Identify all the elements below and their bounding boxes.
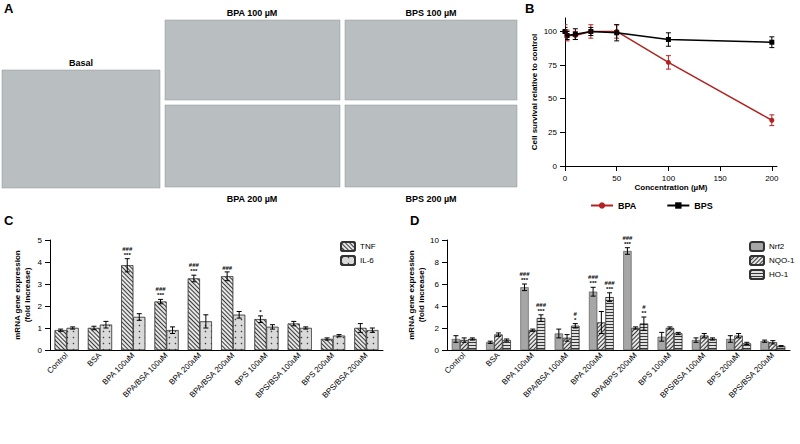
svg-text:50: 50 xyxy=(548,94,557,103)
svg-text:BPA 100uM: BPA 100uM xyxy=(101,351,137,387)
svg-text:4: 4 xyxy=(38,258,43,267)
svg-text:***: *** xyxy=(124,252,132,258)
svg-text:BPA/BSA 100uM: BPA/BSA 100uM xyxy=(121,351,170,400)
svg-text:*: * xyxy=(259,309,262,315)
svg-text:10: 10 xyxy=(430,236,439,245)
svg-text:###: ### xyxy=(222,265,233,271)
svg-text:150: 150 xyxy=(713,174,727,183)
svg-text:(fold increase): (fold increase) xyxy=(23,267,32,322)
svg-text:BPS 100uM: BPS 100uM xyxy=(233,350,270,388)
svg-text:mRNA gene expression: mRNA gene expression xyxy=(13,250,22,340)
svg-text:3: 3 xyxy=(38,280,43,289)
svg-text:BPA 200uM: BPA 200uM xyxy=(569,351,605,387)
svg-text:50: 50 xyxy=(612,174,621,183)
svg-text:BPA 200uM: BPA 200uM xyxy=(167,351,203,387)
svg-text:***: *** xyxy=(606,286,614,292)
svg-text:2: 2 xyxy=(435,324,440,333)
svg-text:4: 4 xyxy=(435,302,440,311)
svg-text:***: *** xyxy=(190,268,198,274)
svg-text:Concentration (µM): Concentration (µM) xyxy=(634,183,707,192)
svg-text:C: C xyxy=(4,213,14,228)
svg-text:2: 2 xyxy=(38,302,43,311)
svg-text:BPS 200 µM: BPS 200 µM xyxy=(405,194,456,204)
svg-text:BPS 100uM: BPS 100uM xyxy=(637,351,673,387)
svg-text:6: 6 xyxy=(435,280,440,289)
svg-text:0: 0 xyxy=(563,174,568,183)
svg-text:BPS/BSA 200uM: BPS/BSA 200uM xyxy=(727,351,776,400)
svg-text:BPA/BSA 100uM: BPA/BSA 100uM xyxy=(522,351,571,400)
svg-text:***: *** xyxy=(157,292,165,298)
svg-text:BPA 100uM: BPA 100uM xyxy=(500,351,536,387)
svg-text:0: 0 xyxy=(553,162,558,171)
svg-text:Basal: Basal xyxy=(69,58,93,68)
svg-text:*: * xyxy=(574,317,577,323)
svg-text:5: 5 xyxy=(38,236,43,245)
svg-text:***: *** xyxy=(624,241,632,247)
svg-text:8: 8 xyxy=(435,258,440,267)
svg-text:25: 25 xyxy=(548,128,557,137)
svg-text:BSA: BSA xyxy=(484,350,502,368)
svg-text:***: *** xyxy=(537,308,545,314)
svg-text:A: A xyxy=(4,1,14,16)
svg-text:BPA 100 µM: BPA 100 µM xyxy=(227,8,278,18)
svg-text:**: ** xyxy=(642,310,647,316)
svg-text:0: 0 xyxy=(38,346,43,355)
svg-text:mRNA gene expression: mRNA gene expression xyxy=(407,250,416,340)
svg-text:BPS 200uM: BPS 200uM xyxy=(299,350,337,388)
svg-text:BPA/BPS 200uM: BPA/BPS 200uM xyxy=(590,351,639,400)
svg-text:100: 100 xyxy=(544,27,558,36)
svg-text:BPS/BSA 100uM: BPS/BSA 100uM xyxy=(254,351,303,400)
svg-text:***: *** xyxy=(521,277,529,283)
svg-text:D: D xyxy=(410,213,419,228)
svg-text:BSA: BSA xyxy=(85,350,103,368)
svg-text:BPS 100 µM: BPS 100 µM xyxy=(405,8,456,18)
svg-text:100: 100 xyxy=(662,174,676,183)
svg-text:B: B xyxy=(525,1,534,16)
svg-text:NQO-1: NQO-1 xyxy=(769,256,795,265)
svg-text:HO-1: HO-1 xyxy=(769,270,789,279)
svg-text:75: 75 xyxy=(548,61,557,70)
svg-text:BPA/BSA 200uM: BPA/BSA 200uM xyxy=(188,351,237,400)
svg-text:BPS/BSA 100uM: BPS/BSA 100uM xyxy=(658,351,707,400)
svg-text:Control: Control xyxy=(45,351,70,376)
svg-text:TNF: TNF xyxy=(360,242,376,251)
svg-text:BPS/BSA 200uM: BPS/BSA 200uM xyxy=(320,351,369,400)
svg-text:0: 0 xyxy=(435,346,440,355)
svg-text:BPA 200 µM: BPA 200 µM xyxy=(227,194,278,204)
svg-text:***: *** xyxy=(590,280,598,286)
svg-text:Control: Control xyxy=(443,351,468,376)
svg-text:BPS: BPS xyxy=(694,201,713,211)
svg-text:BPS 200uM: BPS 200uM xyxy=(705,351,741,387)
svg-text:Nrf2: Nrf2 xyxy=(769,242,785,251)
svg-text:Cell survival relative to cont: Cell survival relative to control xyxy=(530,34,539,150)
svg-text:IL-6: IL-6 xyxy=(360,256,374,265)
svg-text:BPA: BPA xyxy=(618,201,637,211)
svg-text:200: 200 xyxy=(765,174,779,183)
svg-text:1: 1 xyxy=(38,324,43,333)
svg-text:(fold increase): (fold increase) xyxy=(417,267,426,322)
